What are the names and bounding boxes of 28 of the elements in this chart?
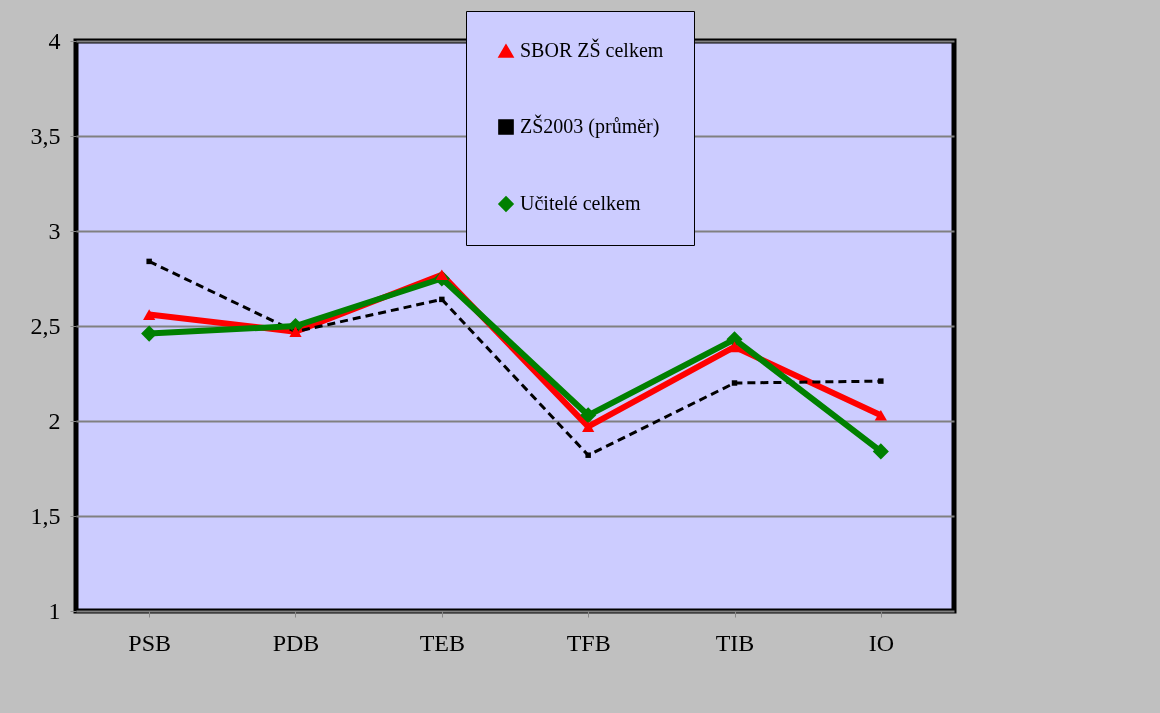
x-tick-label: TFB xyxy=(566,629,611,656)
point xyxy=(731,380,738,386)
legend-label: SBOR ZŠ celkem xyxy=(520,38,664,61)
point xyxy=(580,407,597,424)
point xyxy=(435,269,448,280)
x-tick-label: PSB xyxy=(128,629,172,656)
y-tick-label: 1,5 xyxy=(30,502,61,529)
point xyxy=(726,331,743,348)
point xyxy=(872,443,889,460)
y-tick-label: 2 xyxy=(48,407,61,434)
x-tick-label: TIB xyxy=(715,629,755,656)
y-tick-label: 1 xyxy=(48,597,61,624)
point xyxy=(878,378,884,384)
point xyxy=(874,410,887,421)
x-tick-label: PDB xyxy=(272,629,320,656)
point xyxy=(439,296,445,303)
point xyxy=(582,421,595,432)
point xyxy=(146,258,152,265)
x-tick-label: IO xyxy=(868,629,894,656)
legend-label: ZŠ2003 (průměr) xyxy=(520,114,660,138)
point xyxy=(143,309,156,320)
y-tick-label: 2,5 xyxy=(30,312,61,339)
point xyxy=(585,452,591,458)
legend-label: Učitelé celkem xyxy=(520,192,641,214)
y-tick-label: 4 xyxy=(48,27,61,54)
y-tick-label: 3 xyxy=(48,217,61,244)
y-tick-label: 3,5 xyxy=(30,122,61,149)
x-tick-label: TEB xyxy=(419,629,465,656)
